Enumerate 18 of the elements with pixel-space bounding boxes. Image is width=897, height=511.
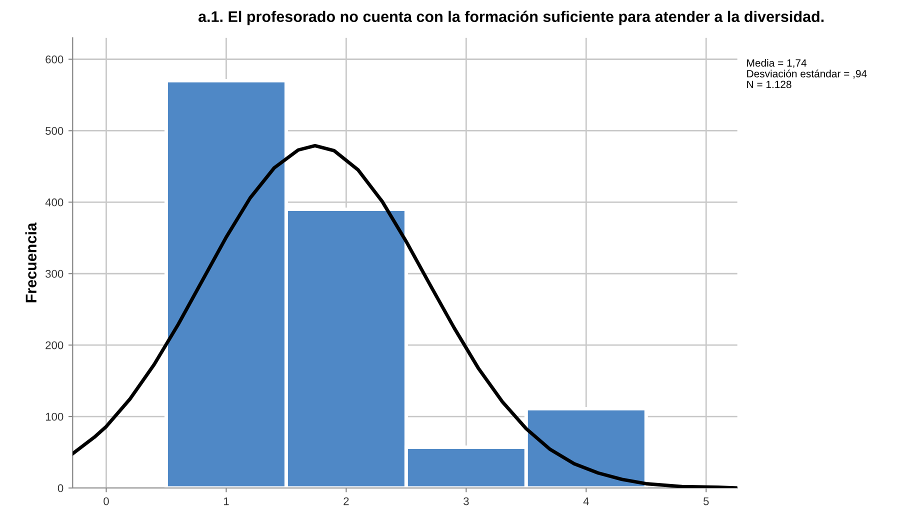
y-tick-label: 500 xyxy=(46,126,64,135)
x-tick-label: 0 xyxy=(104,497,109,506)
text: Media = 1,74 xyxy=(747,59,807,68)
y-axis-title: Frecuencia xyxy=(25,222,37,302)
y-tick-label: 0 xyxy=(58,484,64,492)
y-tick-label: 200 xyxy=(46,341,64,350)
x-tick-label: 2 xyxy=(344,497,349,506)
y-tick-label: 100 xyxy=(46,412,64,421)
y-tick-label: 400 xyxy=(45,198,64,206)
y-tick-label: 600 xyxy=(46,56,64,64)
y-tick-label: 300 xyxy=(46,270,64,278)
text: N = 1.128 xyxy=(747,80,792,88)
x-tick-label: 4 xyxy=(583,497,589,506)
x-tick-label: 3 xyxy=(464,497,469,506)
text: Desviación estándar = ,94 xyxy=(747,70,867,79)
chart-title: a.1. El profesorado no cuenta con la formación suficiente para atender a la diversidad. xyxy=(198,10,824,26)
x-tick-label: 1 xyxy=(224,497,229,506)
x-tick-label: 5 xyxy=(703,497,709,506)
